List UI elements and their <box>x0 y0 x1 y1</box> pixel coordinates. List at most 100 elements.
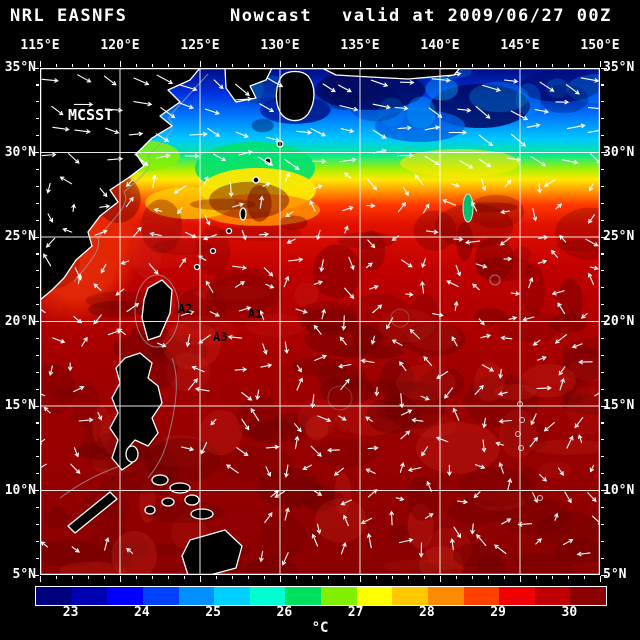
colorbar-segment <box>499 587 535 605</box>
colorbar-segment <box>142 587 179 605</box>
axis-tick <box>55 64 57 67</box>
axis-tick <box>33 574 39 576</box>
lat-label: 15°N <box>4 398 36 413</box>
colorbar-segment <box>463 587 500 605</box>
axis-tick <box>199 61 201 67</box>
axis-tick <box>36 101 39 103</box>
product-title: NRL EASNFS <box>10 6 128 26</box>
axis-tick <box>601 84 604 86</box>
axis-tick <box>36 287 39 289</box>
axis-tick <box>36 304 39 306</box>
axis-tick <box>39 61 41 67</box>
lat-label: 20°N <box>4 313 36 329</box>
colorbar-tick-label: 30 <box>561 605 578 620</box>
axis-tick <box>55 576 57 579</box>
axis-tick <box>33 236 39 238</box>
axis-tick <box>601 574 607 576</box>
axis-tick <box>36 118 39 120</box>
lat-label: 35°N <box>4 60 36 75</box>
map-border <box>39 67 601 576</box>
axis-tick <box>599 61 601 67</box>
sst-map: MCSST A2 A1 A3 <box>5 63 639 596</box>
axis-tick <box>601 287 604 289</box>
cold-patches <box>260 70 600 142</box>
axis-tick <box>423 576 425 579</box>
ryukyu-islands <box>193 140 284 271</box>
colorbar-segment <box>249 587 286 605</box>
axis-tick <box>87 64 89 67</box>
lat-label: 15°N <box>603 398 635 413</box>
station-label-a1: A1 <box>248 307 262 321</box>
axis-tick <box>151 576 153 579</box>
axis-tick <box>36 337 39 340</box>
colorbar-segment <box>321 587 357 605</box>
valid-time-label: valid at 2009/06/27 00Z <box>342 6 612 26</box>
axis-tick <box>601 67 607 69</box>
axis-tick <box>391 64 393 67</box>
colorbar-unit-label: °C <box>311 620 329 636</box>
axis-tick <box>601 506 604 509</box>
station-labels: A2 A1 A3 <box>178 302 262 344</box>
axis-tick <box>135 64 137 67</box>
axis-tick <box>601 185 604 187</box>
colorbar-segment <box>36 587 72 605</box>
axis-tick <box>601 135 604 137</box>
axis-tick <box>33 152 39 154</box>
axis-tick <box>36 354 39 356</box>
station-label-a3: A3 <box>213 330 227 344</box>
axis-tick <box>601 236 607 238</box>
lat-label: 30°N <box>603 144 635 160</box>
axis-tick <box>519 576 521 582</box>
land-china <box>39 67 201 301</box>
axis-tick <box>551 64 553 67</box>
colorbar-tick-label: 24 <box>134 605 150 620</box>
axis-tick <box>36 202 39 204</box>
lat-label: 10°N <box>603 482 635 498</box>
lat-label: 20°N <box>603 313 635 329</box>
colorbar-segment <box>285 587 321 605</box>
axis-tick <box>567 64 569 67</box>
axis-tick <box>455 64 457 67</box>
axis-tick <box>439 576 441 582</box>
colorbar-segment <box>534 587 571 605</box>
axis-tick <box>231 64 233 67</box>
axis-tick <box>503 64 505 67</box>
axis-tick <box>87 576 89 579</box>
axis-tick <box>583 64 585 67</box>
axis-tick <box>535 576 537 579</box>
axis-tick <box>39 576 41 582</box>
lon-label: 140°E <box>420 38 460 53</box>
cold-eddy-island <box>462 193 474 223</box>
axis-tick <box>567 576 569 579</box>
lon-label: 150°E <box>580 38 620 53</box>
station-label-a2: A2 <box>178 302 192 316</box>
land-taiwan <box>141 279 173 341</box>
lat-label: 35°N <box>603 60 635 75</box>
lat-label: 10°N <box>4 482 36 498</box>
axis-tick <box>135 576 137 579</box>
axis-tick <box>36 84 39 86</box>
colorbar-segment <box>392 587 428 605</box>
axis-tick <box>601 202 604 204</box>
lat-label: 30°N <box>4 144 36 160</box>
land-palawan <box>67 491 118 534</box>
axis-tick <box>359 576 361 582</box>
axis-tick <box>601 523 604 525</box>
lon-label: 120°E <box>100 38 140 53</box>
lon-label: 130°E <box>260 38 300 53</box>
axis-tick <box>471 64 473 67</box>
axis-tick <box>601 168 604 171</box>
axis-tick <box>601 354 604 356</box>
axis-tick <box>601 422 604 424</box>
axis-tick <box>601 405 607 407</box>
axis-tick <box>247 64 249 67</box>
axis-tick <box>183 576 185 579</box>
run-mode-label: Nowcast <box>230 6 313 26</box>
axis-tick <box>439 61 441 67</box>
axis-tick <box>391 576 393 579</box>
axis-tick <box>263 576 265 579</box>
axis-tick <box>343 64 345 67</box>
axis-tick <box>407 576 409 579</box>
axis-tick <box>601 304 604 306</box>
axis-tick <box>36 168 39 171</box>
